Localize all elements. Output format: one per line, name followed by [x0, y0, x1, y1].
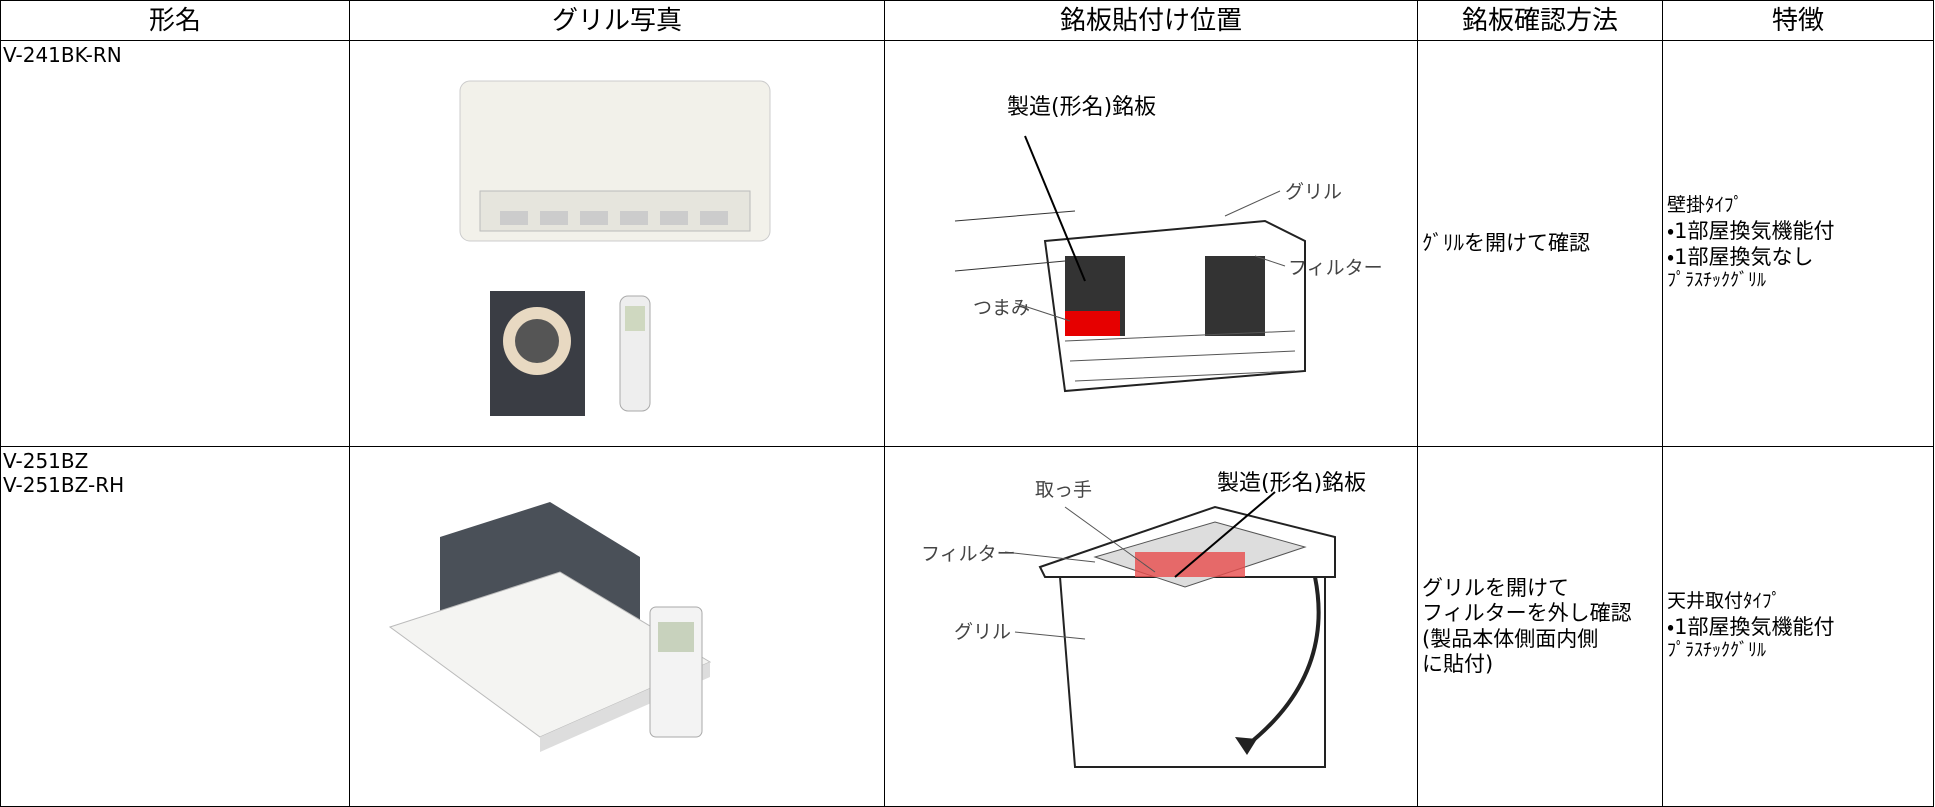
- product-photo: [459, 80, 771, 416]
- feature: ﾌﾟﾗｽﾁｯｸｸﾞﾘﾙ: [1667, 270, 1766, 292]
- method: ｸﾞﾘﾙを開けて確認: [1417, 40, 1663, 447]
- diagram-label: グリル: [1285, 181, 1343, 203]
- diagram-cell: 取っ手 製造(形名)銘板 フィルター グリル: [884, 446, 1418, 807]
- feature: 壁掛ﾀｲﾌﾟ: [1667, 194, 1744, 217]
- photo-cell: [349, 40, 885, 447]
- feature: ・1部屋換気機能付: [1667, 615, 1835, 639]
- method: グリルを開けて フィルターを外し確認 (製品本体側面内側 に貼付): [1417, 446, 1663, 807]
- header-row: 形名 グリル写真 銘板貼付け位置 銘板確認方法 特徴: [0, 0, 1934, 41]
- diagram: [1004, 491, 1336, 768]
- diagram-label: つまみ: [973, 297, 1031, 319]
- model: V-241BK-RN: [0, 40, 350, 447]
- header-cell: 特徴: [1662, 0, 1934, 41]
- diagram-label: フィルター: [1288, 257, 1383, 279]
- feature: 天井取付ﾀｲﾌﾟ: [1667, 590, 1782, 613]
- model: V-251BZ V-251BZ-RH: [0, 446, 350, 807]
- features: 壁掛ﾀｲﾌﾟ ・1部屋換気機能付 ・1部屋換気なし ﾌﾟﾗｽﾁｯｸｸﾞﾘﾙ: [1662, 40, 1934, 447]
- feature: ﾌﾟﾗｽﾁｯｸｸﾞﾘﾙ: [1667, 640, 1766, 662]
- feature: ・1部屋換気なし: [1667, 245, 1814, 270]
- header-cell: 銘板貼付け位置: [884, 0, 1418, 41]
- header-cell: 形名: [0, 0, 350, 41]
- header-cell: グリル写真: [349, 0, 885, 41]
- diagram-cell: 製造(形名)銘板 グリル フィルター つまみ: [884, 40, 1418, 447]
- row: V-251BZ V-251BZ-RH 取っ手 製造(形名)銘板 フィルター グリ…: [0, 446, 1934, 807]
- diagram-label: フィルター: [921, 543, 1016, 565]
- diagram-label: 製造(形名)銘板: [1007, 95, 1157, 120]
- header-cell: 銘板確認方法: [1417, 0, 1663, 41]
- diagram-label: 取っ手: [1035, 479, 1093, 501]
- diagram: [954, 135, 1306, 393]
- diagram-label: 製造(形名)銘板: [1217, 471, 1367, 496]
- diagram-label: グリル: [954, 621, 1012, 643]
- feature: ・1部屋換気機能付: [1667, 218, 1835, 243]
- photo-cell: [349, 446, 885, 807]
- features: 天井取付ﾀｲﾌﾟ ・1部屋換気機能付 ﾌﾟﾗｽﾁｯｸｸﾞﾘﾙ: [1662, 446, 1934, 807]
- product-photo: [388, 502, 712, 752]
- row: V-241BK-RN 製造(形名)銘板 グリル フィルター つまみ ｸﾞﾘﾙを開…: [0, 40, 1934, 447]
